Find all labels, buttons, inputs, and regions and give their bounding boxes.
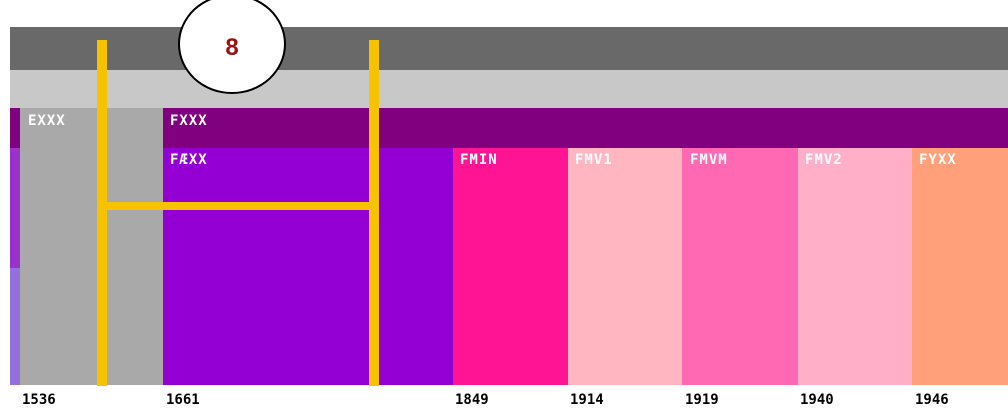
dark-gray-band	[10, 27, 1008, 70]
left-edge-strip	[10, 148, 20, 268]
segment-fmv2	[798, 148, 912, 385]
gray-column	[20, 108, 163, 385]
bracket-right-post	[369, 40, 379, 386]
exxx-label: EXXX	[28, 113, 66, 129]
year-label: 1919	[685, 392, 719, 408]
year-label: 1849	[455, 392, 489, 408]
faexx-label: FÆXX	[170, 152, 208, 168]
year-label: 1914	[570, 392, 604, 408]
fmvm-label: FMVM	[690, 152, 728, 168]
left-edge-strip-lower	[10, 268, 20, 385]
segment-fmv1	[568, 148, 682, 385]
callout-circle: 8	[178, 0, 286, 94]
fxxx-label: FXXX	[170, 113, 208, 129]
fmv1-label: FMV1	[575, 152, 613, 168]
segment-fmvm	[682, 148, 798, 385]
fyxx-label: FYXX	[919, 152, 957, 168]
segment-faexx	[163, 148, 453, 385]
light-gray-band	[10, 70, 1008, 108]
year-label: 1661	[166, 392, 200, 408]
segment-fmin	[453, 148, 568, 385]
year-label: 1946	[915, 392, 949, 408]
year-label: 1536	[22, 392, 56, 408]
purple-band	[10, 108, 1008, 148]
callout-number: 8	[225, 34, 239, 61]
segment-fyxx	[912, 148, 1008, 385]
fmv2-label: FMV2	[805, 152, 843, 168]
year-label: 1940	[800, 392, 834, 408]
fmin-label: FMIN	[460, 152, 498, 168]
bracket-crossbar	[97, 202, 379, 210]
bracket-left-post	[97, 40, 107, 386]
